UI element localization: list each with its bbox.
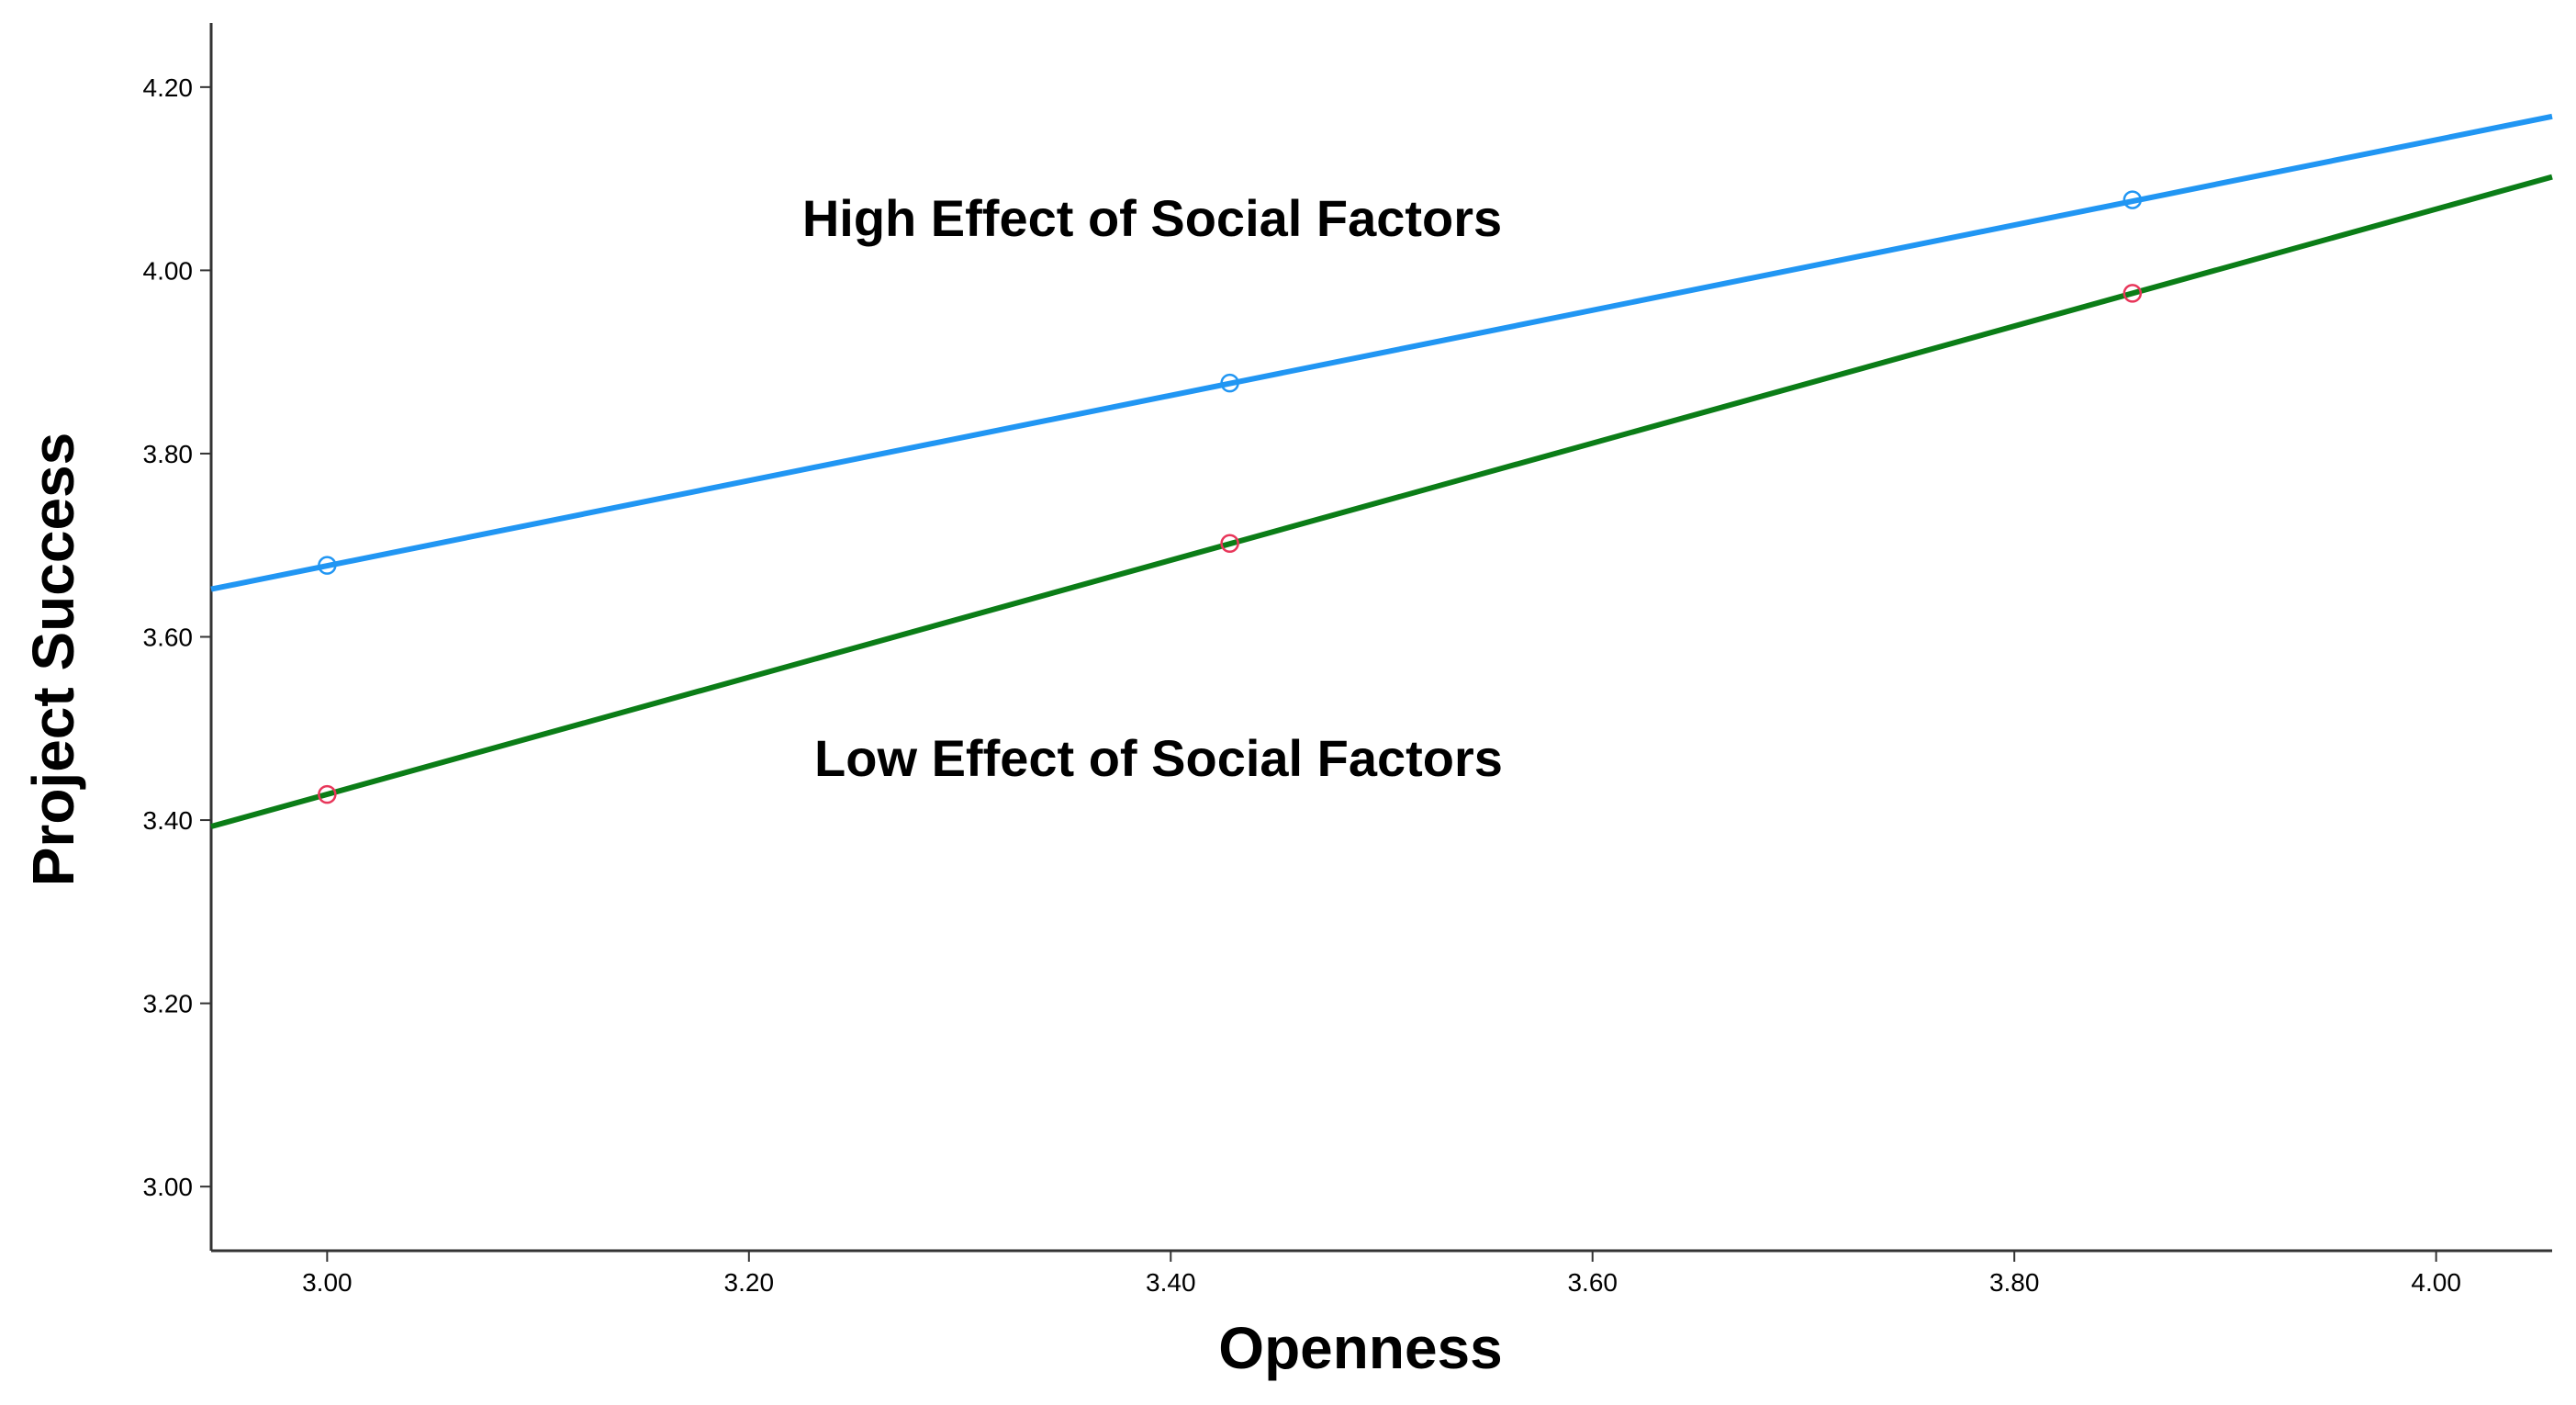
data-point-marker bbox=[318, 556, 337, 575]
x-tick-label: 3.00 bbox=[302, 1268, 353, 1297]
x-tick-label: 3.60 bbox=[1567, 1268, 1618, 1297]
x-axis-title: Openness bbox=[1218, 1315, 1502, 1381]
y-axis-title: Project Success bbox=[20, 433, 86, 887]
annotation-low-effect: Low Effect of Social Factors bbox=[814, 729, 1503, 787]
data-point-marker bbox=[318, 784, 337, 804]
data-point-marker bbox=[1220, 373, 1239, 393]
y-tick-label: 3.00 bbox=[143, 1173, 194, 1201]
y-tick-label: 3.20 bbox=[143, 990, 194, 1018]
x-tick-label: 3.20 bbox=[724, 1268, 775, 1297]
x-tick-label: 3.40 bbox=[1146, 1268, 1196, 1297]
data-point-marker bbox=[2122, 284, 2143, 303]
series-layer bbox=[210, 113, 2553, 829]
series-line bbox=[210, 113, 2553, 592]
y-tick-label: 4.20 bbox=[143, 73, 194, 102]
series-high-effect bbox=[210, 113, 2553, 592]
annotation-high-effect: High Effect of Social Factors bbox=[802, 189, 1502, 247]
data-point-marker bbox=[2122, 190, 2143, 209]
x-tick-label: 4.00 bbox=[2411, 1268, 2461, 1297]
y-tick-label: 3.40 bbox=[143, 806, 194, 835]
y-tick-label: 4.00 bbox=[143, 256, 194, 285]
data-point-marker bbox=[1220, 534, 1239, 553]
x-tick-label: 3.80 bbox=[1989, 1268, 2040, 1297]
y-tick-group: 3.00 3.20 3.40 3.60 3.80 4.00 4.20 bbox=[143, 73, 211, 1201]
y-tick-label: 3.60 bbox=[143, 624, 194, 652]
series-low-effect bbox=[210, 174, 2553, 829]
y-tick-label: 3.80 bbox=[143, 440, 194, 468]
x-tick-group: 3.00 3.20 3.40 3.60 3.80 4.00 bbox=[302, 1251, 2461, 1297]
series-line bbox=[210, 174, 2553, 829]
